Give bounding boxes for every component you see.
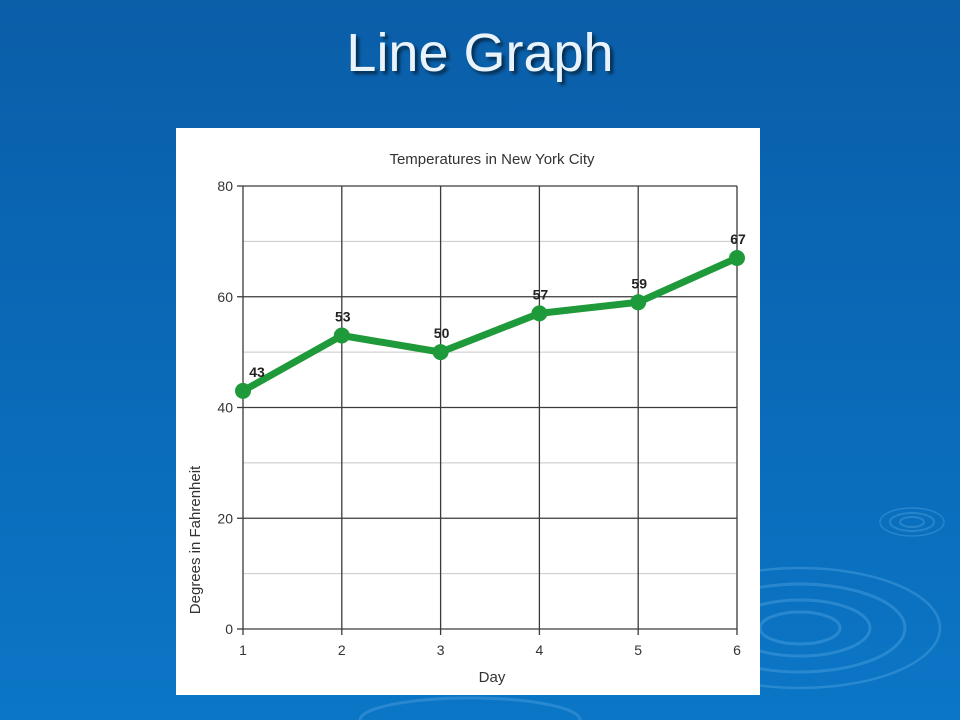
x-axis-title: Day xyxy=(479,669,506,686)
data-label: 50 xyxy=(434,325,450,341)
x-tick-label: 2 xyxy=(338,642,346,658)
y-tick-label: 80 xyxy=(217,178,233,194)
line-chart: Temperatures in New York City 0 20 40 60 80 1… xyxy=(187,151,746,686)
chart-grid xyxy=(242,185,738,630)
y-tick-label: 20 xyxy=(217,510,233,526)
chart-panel: Temperatures in New York City 0 20 40 60 80 1… xyxy=(176,128,760,695)
data-label: 57 xyxy=(533,286,549,302)
data-series: 43 53 50 57 59 67 xyxy=(235,231,746,399)
data-label: 67 xyxy=(730,231,746,247)
data-point xyxy=(630,294,647,311)
data-point xyxy=(235,382,251,399)
data-label: 43 xyxy=(249,364,265,380)
data-point xyxy=(432,344,449,361)
data-point xyxy=(333,327,350,344)
data-point xyxy=(729,249,745,266)
x-tick-label: 4 xyxy=(536,642,544,658)
slide-title: Line Graph xyxy=(346,23,614,83)
data-label: 53 xyxy=(335,309,351,325)
x-tick-label: 3 xyxy=(437,642,445,658)
data-label: 59 xyxy=(631,275,647,291)
axis-ticks: 0 20 40 60 80 1 2 3 4 5 6 xyxy=(217,178,741,658)
x-tick-label: 1 xyxy=(239,642,247,658)
y-tick-label: 0 xyxy=(225,621,233,637)
chart-title: Temperatures in New York City xyxy=(389,151,595,168)
series-line xyxy=(239,254,741,395)
x-tick-label: 6 xyxy=(733,642,741,658)
data-point xyxy=(531,305,548,322)
y-axis-title: Degrees in Fahrenheit xyxy=(187,465,204,614)
y-tick-label: 60 xyxy=(217,289,233,305)
x-tick-label: 5 xyxy=(634,642,642,658)
y-tick-label: 40 xyxy=(217,400,233,416)
